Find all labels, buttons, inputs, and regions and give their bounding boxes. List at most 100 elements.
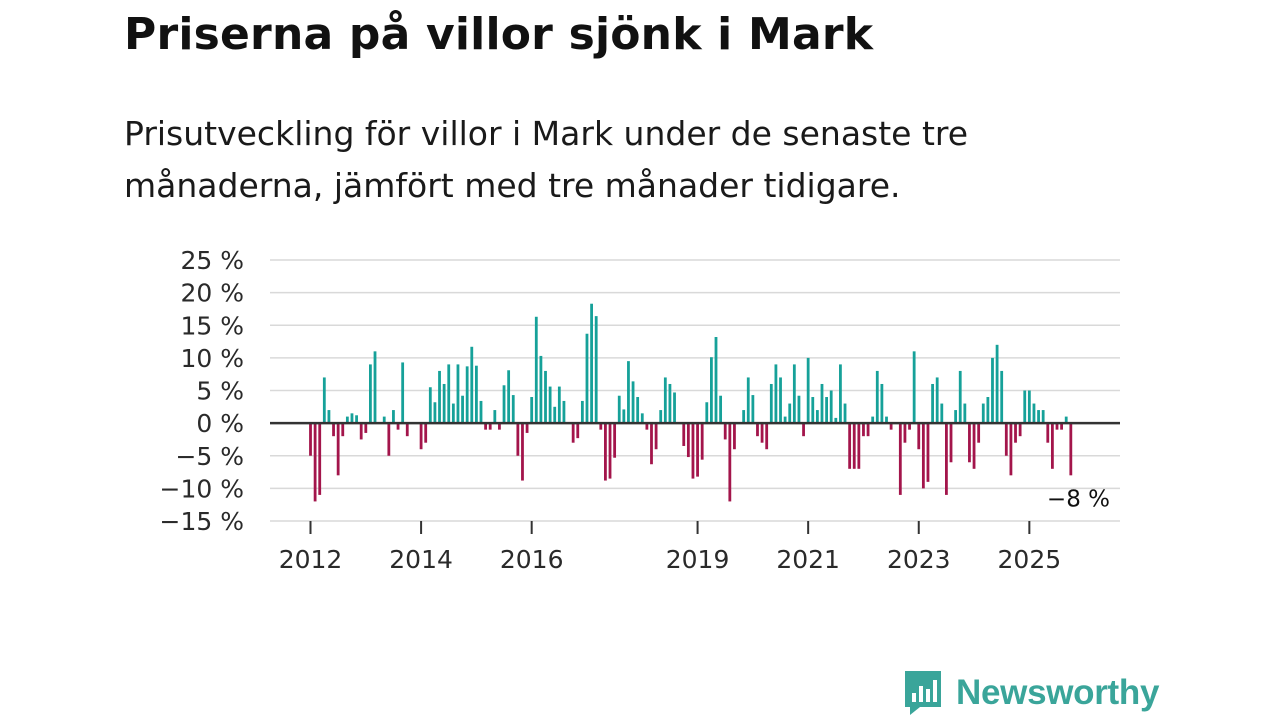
x-tick-label: 2012 <box>279 545 343 574</box>
bar <box>401 362 405 424</box>
bar <box>428 387 432 424</box>
bar <box>544 370 547 424</box>
x-axis: 2012 2014 2016 2019 2021 2023 2025 <box>279 521 1061 574</box>
bar <box>686 423 690 458</box>
bar <box>447 364 451 424</box>
bar <box>359 423 363 440</box>
bar <box>756 423 759 437</box>
bar <box>691 423 695 479</box>
x-tick-label: 2025 <box>998 545 1062 574</box>
bar <box>313 423 317 502</box>
x-tick-label: 2014 <box>389 545 453 574</box>
bar <box>493 410 497 424</box>
bar <box>1009 423 1013 476</box>
bar <box>309 423 312 456</box>
bar <box>608 423 612 479</box>
bar <box>1060 423 1063 430</box>
bar <box>599 423 603 430</box>
bar <box>507 370 511 424</box>
bar <box>382 416 386 424</box>
bar <box>1014 423 1017 443</box>
bar <box>627 361 630 424</box>
icon-bar-4 <box>933 680 937 702</box>
bar <box>654 423 658 450</box>
bar <box>521 423 524 481</box>
bar <box>700 423 704 460</box>
bar <box>617 395 621 424</box>
bar <box>419 423 423 450</box>
y-tick-label: 10 % <box>180 344 244 373</box>
bar <box>392 410 395 424</box>
bar <box>839 364 842 424</box>
bar <box>341 423 345 437</box>
bar <box>369 364 372 424</box>
bar <box>968 423 971 463</box>
bar <box>935 377 939 424</box>
grid-lines <box>270 259 1120 522</box>
bar <box>871 416 875 424</box>
y-tick-label: 5 % <box>196 377 244 406</box>
bar <box>889 423 893 430</box>
bar <box>336 423 340 476</box>
bar <box>1027 390 1031 424</box>
bar <box>557 386 561 424</box>
bar <box>327 410 331 424</box>
bar <box>345 416 349 424</box>
bar <box>921 423 925 489</box>
bar <box>746 377 750 424</box>
bar <box>898 423 902 495</box>
bar <box>1069 423 1073 476</box>
bar <box>668 383 672 424</box>
icon-bar-1 <box>912 693 916 702</box>
bar <box>474 365 478 424</box>
bar <box>451 403 455 424</box>
bar <box>972 423 976 469</box>
bar <box>511 395 515 424</box>
bar <box>714 337 718 424</box>
y-tick-label: 0 % <box>196 409 244 438</box>
bar <box>553 406 557 424</box>
bar <box>1032 403 1036 424</box>
bar <box>820 383 824 424</box>
y-tick-label: −10 % <box>160 474 244 503</box>
newsworthy-logo: Newsworthy <box>902 669 1159 717</box>
bar <box>875 370 879 424</box>
bar <box>710 357 713 424</box>
bar <box>364 423 368 433</box>
bar <box>857 423 861 469</box>
bar <box>912 351 916 424</box>
bar <box>1041 410 1045 424</box>
bar <box>945 423 948 495</box>
bar <box>769 383 773 424</box>
bar <box>733 423 736 450</box>
bar <box>779 377 782 424</box>
y-axis-ticks: 25 % 20 % 15 % 10 % 5 % 0 % −5 % −10 % −15 % <box>160 246 244 536</box>
bar <box>908 423 911 430</box>
bar <box>885 416 888 424</box>
bar <box>815 410 819 424</box>
bar <box>802 423 805 437</box>
bar <box>931 383 934 424</box>
bar <box>631 381 635 424</box>
bar <box>917 423 921 450</box>
bar <box>650 423 653 465</box>
y-tick-label: 20 % <box>180 279 244 308</box>
bar <box>562 400 566 424</box>
bar <box>834 417 838 424</box>
bar <box>1064 416 1068 424</box>
bar <box>424 423 428 443</box>
y-tick-label: 25 % <box>180 246 244 275</box>
bar <box>751 395 755 424</box>
bar <box>594 316 598 424</box>
bar <box>765 423 769 450</box>
y-tick-label: −15 % <box>160 507 244 536</box>
bar <box>797 395 801 424</box>
brand-name: Newsworthy <box>956 673 1160 712</box>
icon-bar-2 <box>919 686 923 702</box>
bar <box>576 423 580 439</box>
bar <box>1018 423 1022 437</box>
bar <box>461 395 464 424</box>
bar <box>1000 370 1004 424</box>
bar <box>926 423 930 482</box>
bar <box>465 366 469 424</box>
